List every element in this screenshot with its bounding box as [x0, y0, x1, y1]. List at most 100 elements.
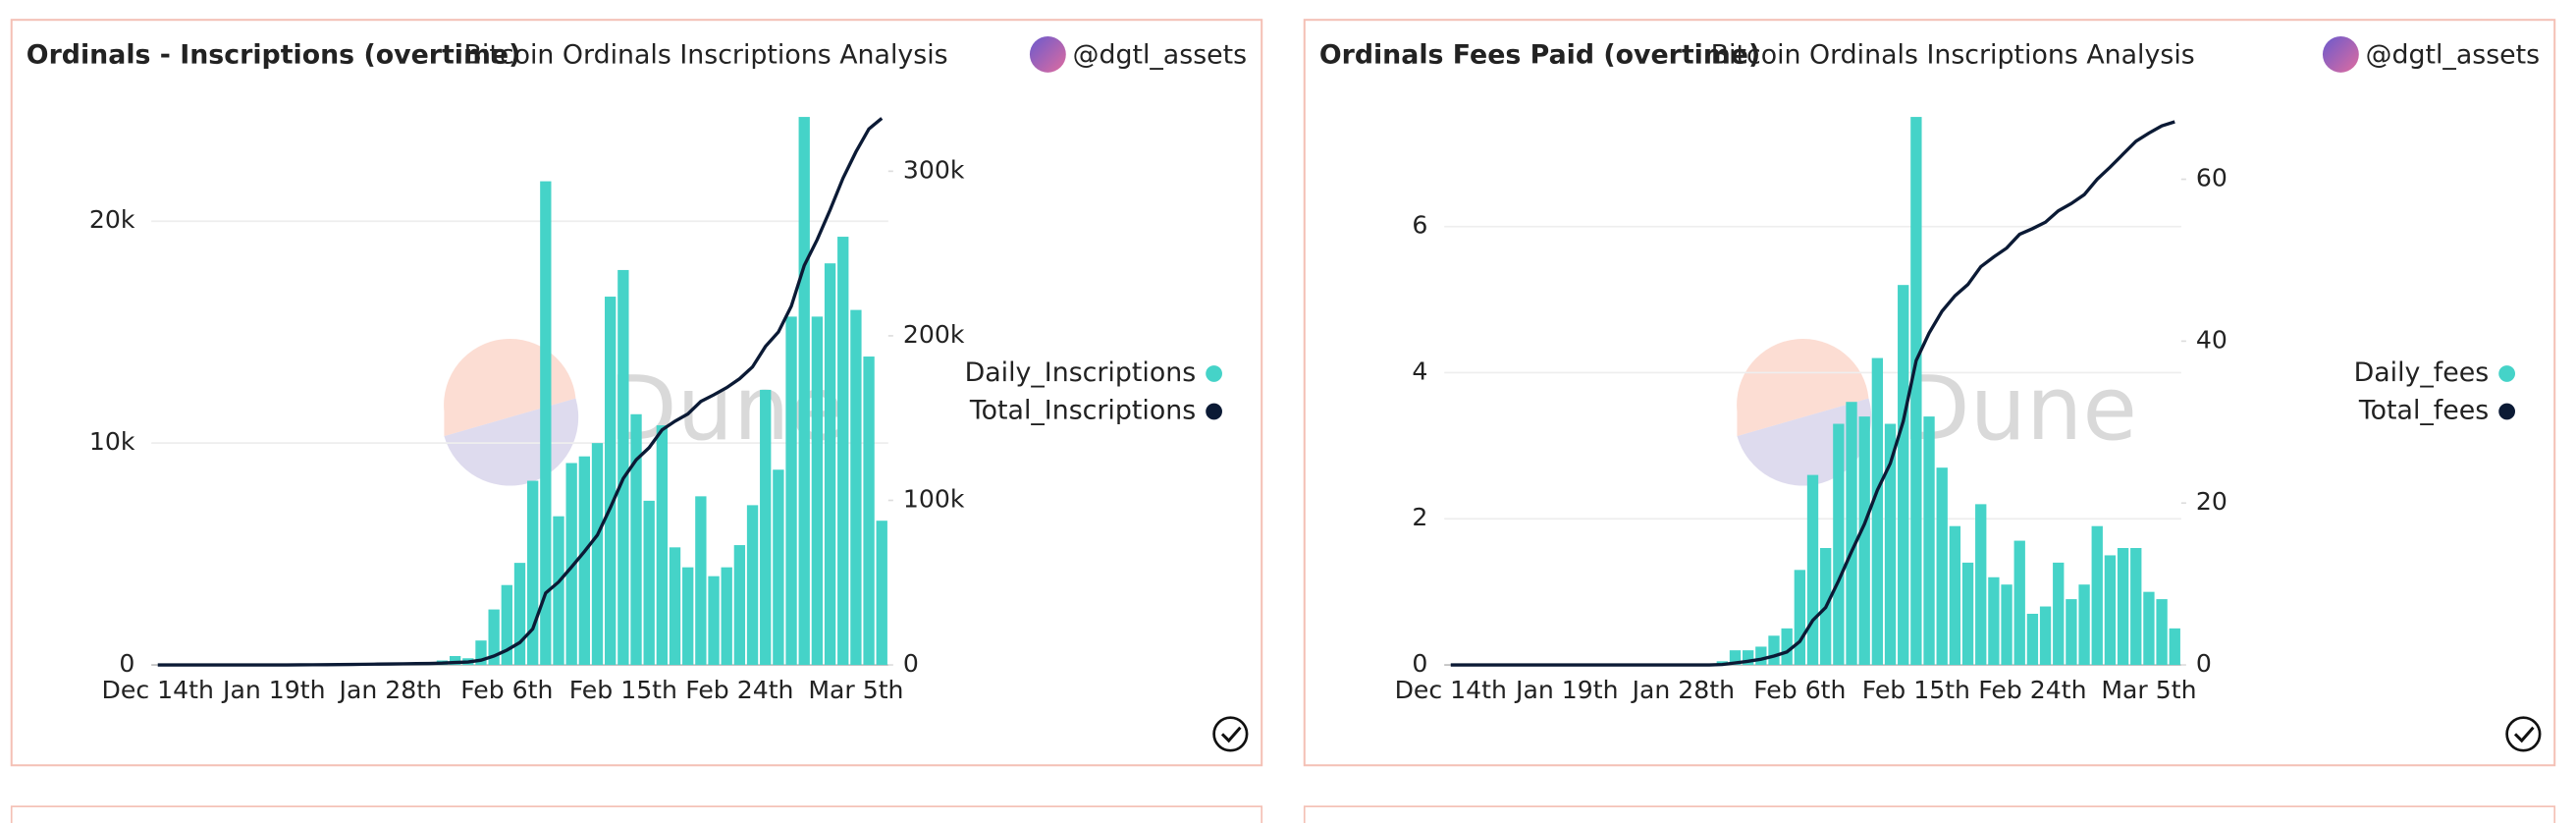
legend-marker[interactable]: [1206, 403, 1222, 420]
bar: [798, 117, 810, 666]
x-tick-label: Mar 5th: [808, 676, 903, 704]
bar: [630, 413, 642, 666]
bar: [746, 505, 759, 666]
status-icon: [2505, 716, 2542, 752]
chart-panel: Ordinals Fees Paid (overtime)Bitcoin Ord…: [1303, 19, 2556, 767]
y-tick-label: 4: [1412, 357, 1427, 385]
bar: [1975, 504, 1987, 666]
bar: [2013, 540, 2025, 666]
bar: [1743, 650, 1754, 666]
bar: [1884, 423, 1897, 666]
bar: [2066, 599, 2077, 666]
bar: [1781, 628, 1793, 666]
x-tick-label: Jan 28th: [338, 676, 442, 704]
bar: [1755, 646, 1767, 666]
y-tick-label: 20k: [89, 205, 135, 234]
y-tick-label: 10k: [89, 427, 135, 456]
bar: [669, 547, 681, 666]
legend-marker[interactable]: [1206, 365, 1222, 382]
bar: [837, 237, 849, 666]
bar: [1768, 635, 1780, 666]
bar: [475, 640, 487, 666]
bar: [2078, 584, 2090, 666]
bar: [2117, 548, 2129, 666]
y-tick-label: 2: [1412, 503, 1427, 531]
legend-label[interactable]: Daily_Inscriptions: [965, 357, 1197, 388]
y-tick-label: 0: [1412, 649, 1427, 678]
line: [1450, 120, 2175, 667]
bar: [695, 496, 707, 666]
bar: [1729, 650, 1742, 666]
bar: [1961, 562, 1974, 666]
bar: [643, 500, 655, 666]
bar: [617, 269, 629, 666]
bar: [2143, 591, 2155, 666]
x-tick-label: Feb 6th: [460, 676, 553, 704]
y-tick-label: 0: [119, 649, 134, 678]
x-tick-label: Feb 15th: [1862, 676, 1970, 704]
author[interactable]: @dgtl_assets: [1073, 40, 1247, 71]
chart-panel: Ordinals - Inscriptions (overtime)Bitcoi…: [10, 19, 1263, 767]
x-tick-label: Jan 28th: [1631, 676, 1735, 704]
bar: [733, 545, 746, 666]
bar: [1923, 416, 1935, 666]
bar: [488, 609, 500, 666]
y2-tick-label: 20: [2196, 487, 2227, 516]
y2-tick-label: 200k: [903, 320, 965, 349]
y2-tick-label: 60: [2196, 164, 2227, 192]
legend-marker[interactable]: [2498, 365, 2516, 382]
bar: [708, 576, 720, 666]
status-icon: [2513, 726, 2535, 743]
bar: [1910, 117, 1922, 666]
bar: [2026, 613, 2039, 666]
y2-tick-label: 0: [2196, 649, 2212, 678]
next-panel-edge: [1303, 805, 2556, 823]
watermark-logo: [1737, 338, 1869, 437]
next-panel-edge: [10, 805, 1263, 823]
chart-subtitle: Bitcoin Ordinals Inscriptions Analysis: [1711, 40, 2195, 71]
status-icon: [1220, 726, 1242, 743]
bar: [578, 456, 591, 666]
legend-label[interactable]: Total_fees: [2358, 395, 2489, 425]
bar: [2091, 525, 2103, 666]
bar: [501, 584, 512, 666]
bar: [1806, 474, 1819, 666]
x-tick-label: Jan 19th: [221, 676, 325, 704]
x-tick-label: Dec 14th: [102, 676, 214, 704]
legend-marker[interactable]: [2498, 403, 2516, 420]
bar: [553, 516, 564, 666]
bar: [1871, 357, 1884, 666]
bar: [1846, 402, 1857, 666]
bar: [513, 563, 526, 666]
bar: [1833, 423, 1845, 666]
x-tick-label: Feb 6th: [1753, 676, 1846, 704]
author[interactable]: @dgtl_assets: [2366, 40, 2540, 71]
bar: [721, 567, 732, 666]
bar: [785, 316, 797, 666]
x-tick-label: Feb 24th: [1978, 676, 2086, 704]
x-tick-label: Feb 15th: [569, 676, 677, 704]
bar: [605, 297, 617, 666]
bar: [1794, 570, 1806, 666]
y2-tick-label: 40: [2196, 325, 2227, 354]
bar: [2130, 548, 2142, 666]
chart-title: Ordinals Fees Paid (overtime): [1319, 40, 1760, 71]
y-tick-label: 6: [1412, 211, 1427, 240]
avatar: [1029, 35, 1066, 73]
legend-label[interactable]: Total_Inscriptions: [969, 395, 1196, 425]
bar: [863, 357, 875, 666]
bar: [824, 263, 836, 666]
bar: [1988, 576, 2000, 666]
x-tick-label: Feb 24th: [685, 676, 793, 704]
bar: [2104, 555, 2117, 666]
bar: [565, 463, 577, 666]
y2-tick-label: 100k: [903, 484, 965, 513]
line: [157, 117, 884, 667]
y2-tick-label: 0: [903, 649, 919, 678]
bar: [449, 656, 461, 666]
bar: [2156, 599, 2168, 666]
avatar: [2322, 35, 2359, 73]
y2-tick-label: 300k: [903, 155, 965, 184]
legend-label[interactable]: Daily_fees: [2354, 357, 2490, 388]
